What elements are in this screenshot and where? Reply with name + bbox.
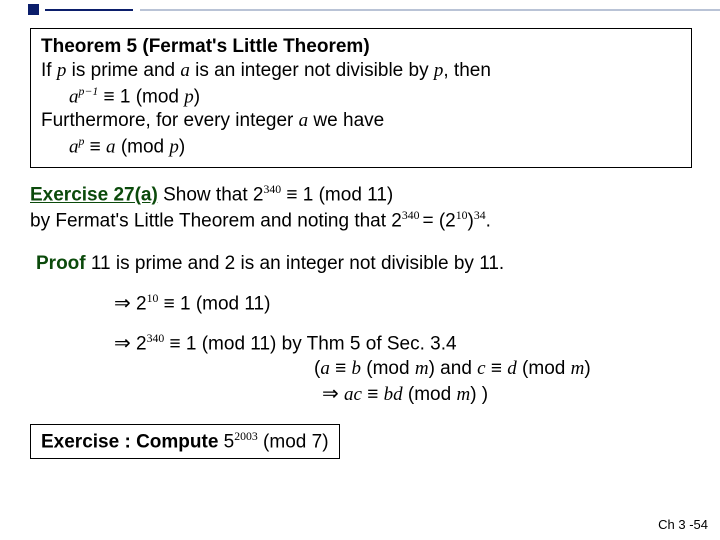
accent-rule-light [140, 9, 720, 11]
proof-block: Proof 11 is prime and 2 is an integer no… [30, 252, 692, 408]
accent-rule-dark [45, 9, 133, 11]
proof-label: Proof [36, 253, 86, 274]
exercise-line2: by Fermat's Little Theorem and noting th… [30, 208, 692, 234]
exercise-label: Exercise 27(a) [30, 185, 158, 206]
theorem-line1: If p is prime and a is an integer not di… [41, 59, 681, 83]
theorem-eq2: ap ≡ a (mod p) [41, 134, 681, 160]
slide-footer: Ch 3 -54 [658, 517, 708, 532]
slide-top-rule [0, 0, 720, 18]
accent-square [28, 4, 39, 15]
theorem-eq1: ap−1 ≡ 1 (mod p) [41, 84, 681, 110]
theorem-box: Theorem 5 (Fermat's Little Theorem) If p… [30, 28, 692, 168]
exercise-line1: Exercise 27(a) Show that 2340 ≡ 1 (mod 1… [30, 182, 692, 208]
proof-step2-detail2: ⇒ ac ≡ bd (mod m) ) [36, 382, 692, 408]
proof-line1: Proof 11 is prime and 2 is an integer no… [36, 252, 692, 277]
proof-step2-detail1: (a ≡ b (mod m) and c ≡ d (mod m) [36, 357, 692, 382]
proof-step2: ⇒ 2340 ≡ 1 (mod 11) by Thm 5 of Sec. 3.4 [36, 331, 692, 357]
exercise-block: Exercise 27(a) Show that 2340 ≡ 1 (mod 1… [30, 182, 692, 234]
proof-step1: ⇒ 210 ≡ 1 (mod 11) [36, 291, 692, 317]
theorem-title: Theorem 5 (Fermat's Little Theorem) [41, 35, 681, 59]
theorem-line2: Furthermore, for every integer a we have [41, 109, 681, 133]
exercise2-box: Exercise : Compute 52003 (mod 7) [30, 424, 340, 459]
slide-content: Theorem 5 (Fermat's Little Theorem) If p… [30, 28, 692, 459]
